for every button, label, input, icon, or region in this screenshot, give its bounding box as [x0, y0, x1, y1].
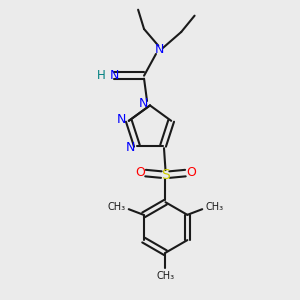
- Text: H: H: [97, 69, 106, 82]
- Text: N: N: [117, 113, 126, 126]
- Text: O: O: [135, 166, 145, 179]
- Text: O: O: [186, 166, 196, 179]
- Text: N: N: [110, 69, 119, 82]
- Text: CH₃: CH₃: [206, 202, 224, 212]
- Text: CH₃: CH₃: [156, 271, 175, 281]
- Text: N: N: [126, 141, 135, 154]
- Text: N: N: [139, 97, 148, 110]
- Text: CH₃: CH₃: [107, 202, 125, 212]
- Text: N: N: [155, 43, 164, 56]
- Text: S: S: [161, 169, 170, 182]
